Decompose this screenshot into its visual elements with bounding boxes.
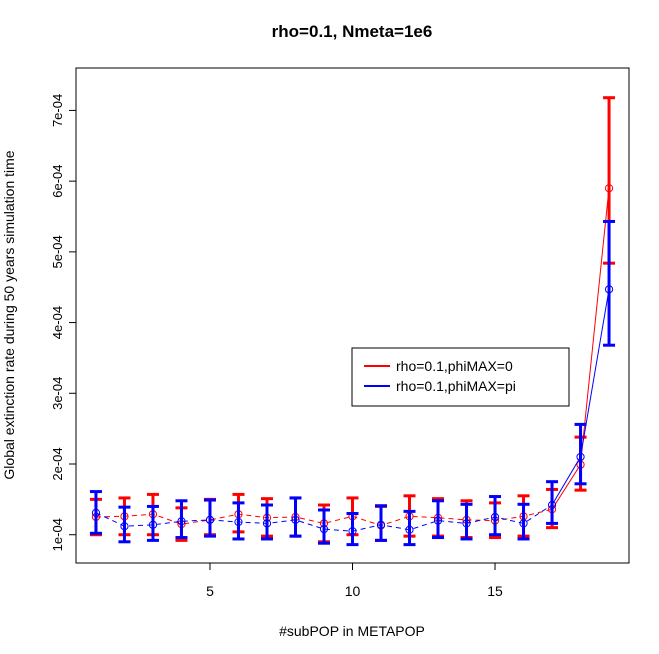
series-line-dashed-phimax0 — [95, 508, 553, 527]
point-phimaxpi-7 — [262, 519, 272, 528]
series-phimax0 — [89, 96, 616, 544]
chart-title: rho=0.1, Nmeta=1e6 — [272, 22, 433, 41]
y-tick-label-6: 6e-04 — [50, 165, 65, 198]
point-phimaxpi-13 — [433, 516, 443, 525]
point-phimaxpi-1 — [91, 508, 101, 517]
point-phimaxpi-19 — [604, 285, 614, 294]
series-layer — [89, 96, 616, 547]
point-phimaxpi-6 — [234, 517, 243, 527]
point-phimaxpi-12 — [405, 525, 414, 534]
x-tick-label-15: 15 — [487, 583, 503, 599]
x-tick-label-10: 10 — [345, 583, 361, 599]
y-tick-label-4: 4e-04 — [50, 306, 65, 339]
series-phimaxpi — [89, 219, 616, 547]
y-tick-label-5: 5e-04 — [50, 235, 65, 268]
point-phimaxpi-15 — [490, 512, 500, 522]
y-tick-label-1: 1e-04 — [50, 518, 65, 551]
point-phimax0-19 — [604, 184, 614, 193]
legend-label-phimax0: rho=0.1,phiMAX=0 — [396, 358, 513, 374]
y-tick-label-7: 7e-04 — [50, 94, 65, 127]
y-tick-label-3: 3e-04 — [50, 377, 65, 410]
point-phimaxpi-10 — [348, 527, 357, 536]
point-phimaxpi-14 — [462, 519, 471, 528]
x-tick-label-5: 5 — [206, 583, 214, 599]
point-phimaxpi-9 — [319, 524, 329, 534]
x-axis-label: #subPOP in METAPOP — [279, 623, 425, 639]
y-tick-label-2: 2e-04 — [50, 447, 65, 480]
legend-label-phimaxpi: rho=0.1,phiMAX=pi — [396, 378, 516, 394]
point-phimaxpi-18 — [576, 452, 585, 462]
y-axis: 1e-04 2e-04 3e-04 4e-04 5e-04 6e-04 7e-04 — [50, 94, 76, 551]
point-phimaxpi-11 — [376, 520, 386, 529]
legend: rho=0.1,phiMAX=0 rho=0.1,phiMAX=pi — [351, 347, 570, 407]
point-phimaxpi-2 — [120, 522, 129, 531]
point-phimaxpi-16 — [519, 519, 528, 528]
point-phimaxpi-3 — [148, 520, 158, 529]
point-phimaxpi-17 — [547, 500, 557, 510]
point-phimaxpi-4 — [177, 517, 186, 526]
x-axis: 5 10 15 — [206, 563, 503, 599]
point-phimaxpi-8 — [291, 515, 300, 524]
series-line-dashed-phimaxpi — [95, 504, 553, 532]
legend-box — [351, 347, 570, 407]
y-axis-label: Global extinction rate during 50 years s… — [1, 150, 17, 479]
point-phimaxpi-5 — [205, 515, 215, 524]
